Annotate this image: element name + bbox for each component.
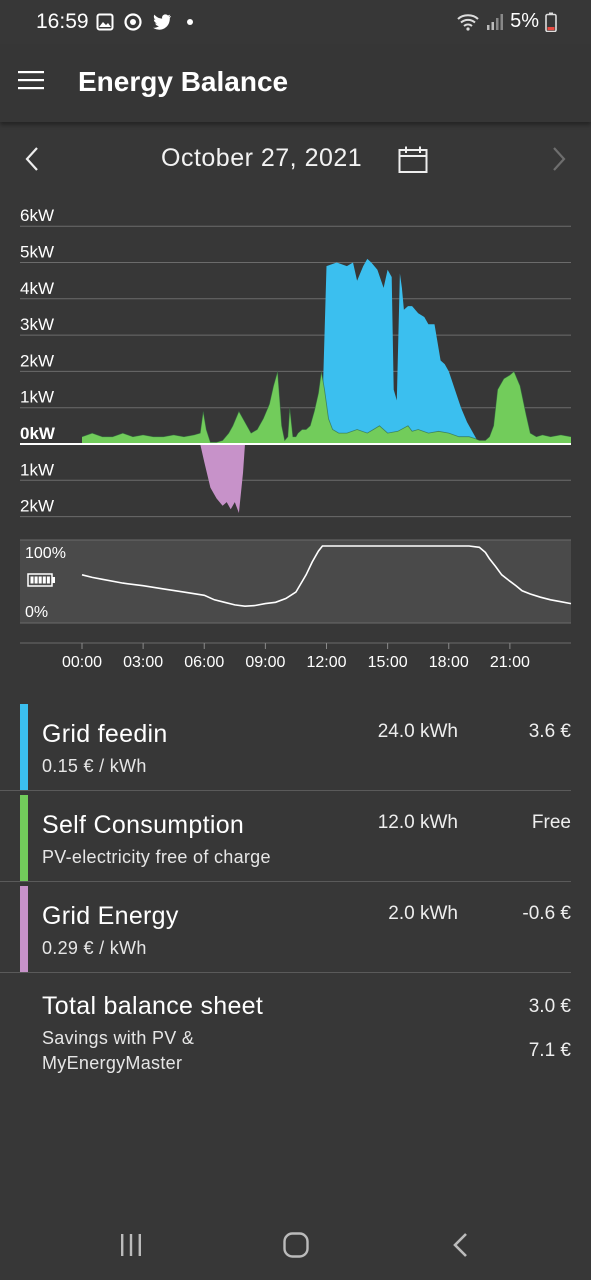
- x-tick-label: 09:00: [245, 654, 285, 671]
- series-self-consumption: [82, 371, 571, 444]
- twitter-icon: [153, 14, 171, 30]
- series-battery: [81, 545, 572, 608]
- status-time: 16:59: [36, 10, 89, 33]
- battery-panel: [20, 540, 571, 623]
- x-tick-label: 06:00: [184, 654, 224, 671]
- system-nav-bar: [0, 1210, 591, 1280]
- row-energy: 2.0 kWh: [388, 903, 458, 924]
- gallery-icon: [96, 13, 114, 31]
- selected-date[interactable]: October 27, 2021: [161, 144, 363, 172]
- y-tick-label: 1kW: [20, 388, 54, 407]
- x-tick-label: 03:00: [123, 654, 163, 671]
- status-bar: 16:59 5%: [0, 0, 591, 46]
- y-tick-label: 4kW: [20, 279, 54, 298]
- sync-icon: [124, 13, 142, 31]
- summary-row-grid-energy: Grid Energy 0.29 € / kWh 2.0 kWh -0.6 €: [0, 882, 571, 973]
- row-amount: -0.6 €: [522, 903, 571, 924]
- color-marker: [20, 886, 28, 972]
- dot-icon: [187, 19, 193, 25]
- summary-row-self-consumption: Self Consumption PV-electricity free of …: [0, 791, 571, 882]
- hamburger-menu-icon[interactable]: [18, 70, 44, 90]
- x-tick-label: 15:00: [368, 654, 408, 671]
- row-energy: 24.0 kWh: [377, 721, 458, 742]
- total-subtitle: Savings with PV & MyEnergyMaster: [42, 1028, 195, 1073]
- battery-level-icon-cell: [46, 576, 50, 584]
- recent-apps-icon[interactable]: [118, 1232, 144, 1258]
- home-icon[interactable]: [282, 1232, 310, 1258]
- row-subtitle: PV-electricity free of charge: [42, 847, 271, 867]
- y-tick-label: 6kW: [20, 206, 54, 225]
- summary-row-grid-feedin: Grid feedin 0.15 € / kWh 24.0 kWh 3.6 €: [0, 700, 571, 791]
- series-grid-energy: [200, 444, 245, 513]
- battery-level-icon-tip: [52, 577, 55, 583]
- battery-level-icon-cell: [42, 576, 46, 584]
- y-tick-label: 3kW: [20, 315, 54, 334]
- battery-percent: 5%: [510, 10, 539, 32]
- row-amount: Free: [531, 812, 571, 833]
- battery-icon: [545, 12, 557, 32]
- y-tick-label: 2kW: [20, 351, 54, 370]
- row-name: Self Consumption: [42, 811, 245, 839]
- row-amount: 3.6 €: [528, 721, 571, 742]
- x-tick-label: 12:00: [306, 654, 346, 671]
- wifi-icon: [457, 13, 479, 31]
- back-icon[interactable]: [450, 1232, 472, 1258]
- chevron-left-icon[interactable]: [22, 144, 42, 174]
- savings-value: 7.1 €: [528, 1040, 571, 1061]
- series-self-consumption-outline: [81, 370, 572, 443]
- y-tick-label: 2kW: [20, 497, 54, 516]
- x-tick-label: 00:00: [62, 654, 102, 671]
- battery-level-icon-cell: [38, 576, 42, 584]
- y-tick-label: 1kW: [20, 460, 54, 479]
- row-energy: 12.0 kWh: [377, 812, 458, 833]
- row-subtitle: 0.15 € / kWh: [42, 756, 147, 776]
- battery-level-icon-cell: [34, 576, 38, 584]
- page-title: Energy Balance: [78, 66, 289, 97]
- x-tick-label: 18:00: [429, 654, 469, 671]
- total-balance: Total balance sheet Savings with PV & My…: [0, 990, 591, 1090]
- row-name: Grid feedin: [42, 720, 168, 748]
- x-tick-label: 21:00: [490, 654, 530, 671]
- row-name: Grid Energy: [42, 902, 179, 930]
- battery-tick-label: 0%: [25, 604, 48, 621]
- energy-chart: 6kW 5kW 4kW 3kW 2kW 1kW 0kW 1kW 2kW 100% 0% 00:00 03…: [20, 206, 572, 671]
- y-tick-label: 5kW: [20, 243, 54, 262]
- battery-level-icon-cell: [30, 576, 34, 584]
- battery-tick-label: 100%: [25, 545, 66, 562]
- color-marker: [20, 795, 28, 881]
- summary-list: Grid feedin 0.15 € / kWh 24.0 kWh 3.6 € …: [0, 700, 591, 973]
- chevron-right-icon[interactable]: [549, 144, 569, 174]
- calendar-icon[interactable]: [398, 146, 428, 174]
- app-bar: Energy Balance: [0, 46, 591, 122]
- y-tick-label: 0kW: [20, 424, 56, 443]
- row-subtitle: 0.29 € / kWh: [42, 938, 147, 958]
- total-value: 3.0 €: [528, 996, 571, 1017]
- date-navigation: October 27, 2021: [0, 130, 591, 190]
- color-marker: [20, 704, 28, 790]
- series-grid-feedin: [318, 258, 480, 444]
- signal-icon: [487, 13, 504, 30]
- total-name: Total balance sheet: [42, 992, 264, 1020]
